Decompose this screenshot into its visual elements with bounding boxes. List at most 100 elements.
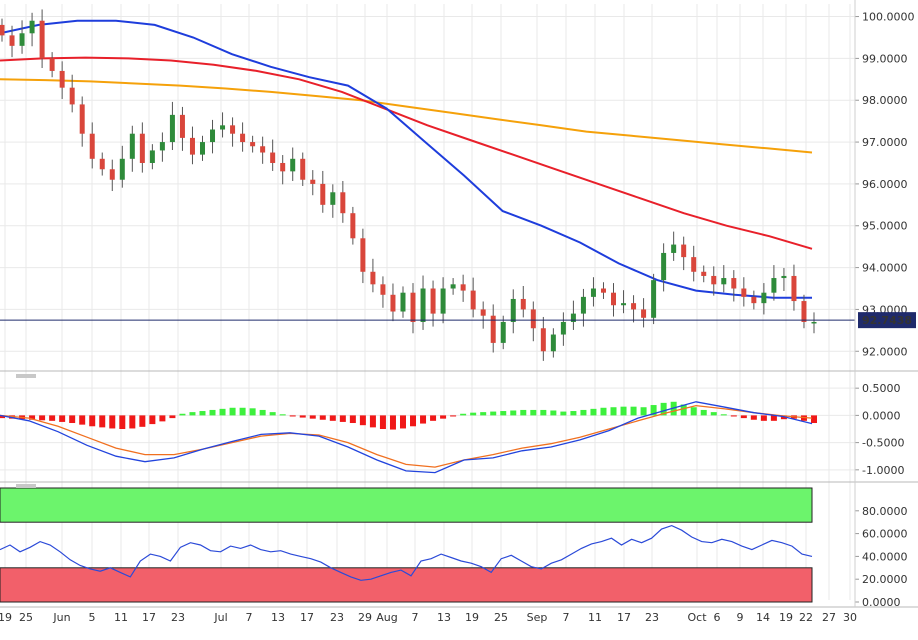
rsi-tick-label: 40.0000 <box>862 550 908 563</box>
macd-histogram-bar <box>379 415 386 429</box>
candle <box>671 244 677 253</box>
macd-histogram-bar <box>600 407 607 416</box>
candle <box>69 87 75 105</box>
rsi-tick-label: 0.0000 <box>862 596 901 609</box>
x-tick-label: 17 <box>617 611 631 624</box>
price-tick-label: 97.0000 <box>862 136 908 149</box>
candle <box>691 257 697 272</box>
candle <box>390 294 396 312</box>
macd-histogram-bar <box>29 415 36 420</box>
x-tick-label: 19 <box>465 611 479 624</box>
candle <box>530 309 536 329</box>
x-tick-label: Aug <box>376 611 397 624</box>
macd-histogram-bar <box>700 409 707 416</box>
x-tick-label: 7 <box>563 611 570 624</box>
panel-resize-handle[interactable] <box>16 484 36 488</box>
rsi-tick-label: 80.0000 <box>862 505 908 518</box>
candle <box>59 70 65 88</box>
macd-histogram-bar <box>149 415 156 425</box>
rsi-line <box>0 524 813 581</box>
candle <box>400 292 406 312</box>
macd-histogram-bar <box>359 415 366 426</box>
x-tick-label: 11 <box>588 611 602 624</box>
candle <box>139 133 145 163</box>
panel-resize-handle[interactable] <box>16 374 36 378</box>
macd-histogram-bar <box>199 411 206 416</box>
macd-histogram-bar <box>189 412 196 416</box>
candle <box>280 162 286 172</box>
price-tick-label: 100.0000 <box>862 11 915 24</box>
candle <box>580 296 586 314</box>
macd-histogram-bar <box>59 415 66 422</box>
macd-histogram-bar <box>530 409 537 416</box>
macd-histogram-bar <box>319 415 326 420</box>
macd-histogram-bar <box>811 415 817 424</box>
candle <box>199 142 205 155</box>
last-price-label: 92.7438 <box>862 314 912 327</box>
macd-histogram-bar <box>470 412 477 416</box>
macd-histogram-bar <box>369 415 376 428</box>
macd-histogram-bar <box>550 410 557 416</box>
candle <box>240 133 246 143</box>
candle <box>9 35 15 46</box>
price-tick-label: 94.0000 <box>862 262 908 275</box>
candle <box>380 284 386 295</box>
candle <box>159 142 165 151</box>
candle <box>370 271 376 285</box>
candle <box>210 129 216 143</box>
macd-histogram-bar <box>219 408 226 416</box>
candle <box>520 298 526 310</box>
candle <box>220 125 226 130</box>
candle <box>99 158 105 170</box>
x-tick-label: 27 <box>822 611 836 624</box>
rsi-overbought-zone <box>0 487 813 523</box>
candle <box>330 192 336 205</box>
macd-histogram-bar <box>119 415 126 429</box>
macd-histogram-bar <box>430 415 437 421</box>
macd-histogram-bar <box>480 412 487 416</box>
macd-histogram-bar <box>239 407 246 416</box>
candle <box>621 303 627 306</box>
candle <box>701 271 707 276</box>
candle <box>430 288 436 314</box>
rsi-tick-label: 60.0000 <box>862 528 908 541</box>
macd-line <box>0 401 813 474</box>
candle <box>420 288 426 322</box>
candle <box>641 309 647 318</box>
candle <box>761 292 767 304</box>
price-tick-label: 92.0000 <box>862 345 908 358</box>
macd-histogram-bar <box>389 415 396 430</box>
macd-histogram-bar <box>450 415 457 417</box>
macd-tick-label: -1.0000 <box>862 464 904 477</box>
sma-blue-line <box>0 19 812 299</box>
macd-histogram-bar <box>159 415 166 422</box>
x-tick-label: 17 <box>300 611 314 624</box>
macd-histogram-bar <box>279 414 286 416</box>
candle <box>250 142 256 147</box>
candle <box>29 20 35 34</box>
macd-histogram-bar <box>630 406 637 416</box>
macd-histogram-bar <box>139 415 146 427</box>
macd-histogram-bar <box>650 405 657 416</box>
candle <box>350 213 356 239</box>
macd-histogram-bar <box>289 415 296 417</box>
macd-histogram-bar <box>269 412 276 416</box>
candle <box>570 313 576 322</box>
macd-histogram-bar <box>560 411 567 416</box>
x-tick-label: 7 <box>246 611 253 624</box>
macd-histogram-bar <box>520 409 527 416</box>
x-tick-label: Jul <box>213 611 227 624</box>
candle <box>470 290 476 310</box>
x-tick-label: 29 <box>358 611 372 624</box>
candle <box>801 301 807 322</box>
macd-histogram-bar <box>750 415 757 420</box>
macd-signal-line <box>0 404 813 468</box>
macd-histogram-bar <box>169 415 176 419</box>
candle <box>490 315 496 343</box>
macd-histogram-bar <box>460 413 467 416</box>
x-tick-label: Oct <box>687 611 707 624</box>
macd-histogram-bar <box>69 415 76 424</box>
macd-histogram-bar <box>500 411 507 416</box>
